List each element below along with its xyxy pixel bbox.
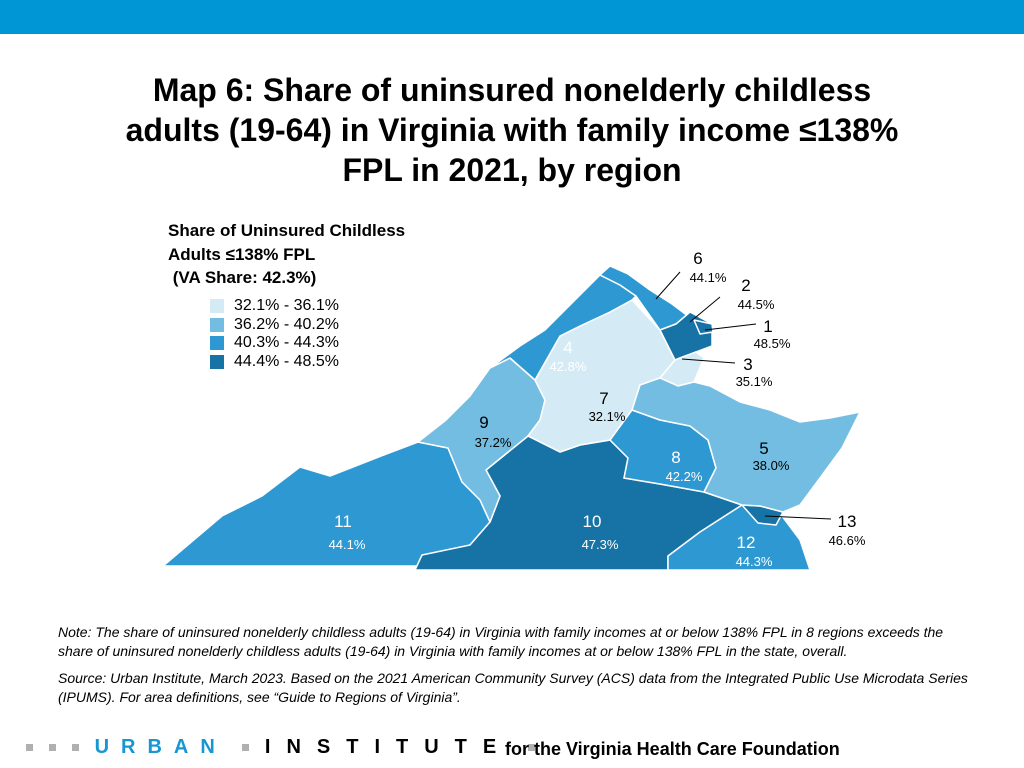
region-label-2-value: 44.5% [738, 297, 775, 312]
leader-line-2 [689, 296, 721, 323]
region-label-13-id: 13 [838, 512, 857, 531]
region-label-5-id: 5 [759, 439, 768, 458]
region-label-11-value: 44.1% [329, 537, 366, 552]
leader-line-1 [704, 323, 757, 331]
legend-title: Share of Uninsured Childless Adults ≤138… [168, 219, 468, 290]
region-label-1-id: 1 [763, 317, 772, 336]
virginia-region-map: 6 44.1% 2 44.5% 1 48.5% 3 35.1% 4 42.8% … [162, 249, 866, 571]
leader-line-3 [681, 358, 736, 364]
legend-label: 44.4% - 48.5% [234, 352, 339, 370]
logo-dot-icon [49, 744, 56, 752]
legend-title-line: (VA Share: 42.3%) [168, 268, 317, 287]
logo-word-urban: URBAN [94, 736, 227, 758]
region-label-2-id: 2 [741, 276, 750, 295]
logo-dot-icon [72, 744, 79, 752]
region-label-11-id: 11 [334, 512, 352, 531]
top-accent-bar [0, 0, 1024, 34]
legend-label: 36.2% - 40.2% [234, 315, 339, 333]
footer: URBAN INSTITUTE for the Virginia Health … [0, 734, 1024, 764]
leader-line-6 [655, 271, 681, 300]
region-label-5-value: 38.0% [753, 458, 790, 473]
region-label-10-value: 47.3% [582, 537, 619, 552]
region-label-4-id: 4 [563, 338, 572, 357]
region-label-10-id: 10 [583, 512, 602, 531]
region-label-3-id: 3 [743, 355, 752, 374]
urban-institute-logo: URBAN INSTITUTE [18, 736, 543, 759]
region-5-shape [631, 377, 861, 513]
region-label-9-id: 9 [479, 413, 488, 432]
region-label-3-value: 35.1% [736, 374, 773, 389]
logo-dot-icon [242, 744, 250, 752]
region-label-12-id: 12 [737, 533, 756, 552]
notes-section: Note: The share of uninsured nonelderly … [58, 623, 968, 715]
region-label-8-value: 42.2% [666, 469, 703, 484]
region-label-6-value: 44.1% [690, 270, 727, 285]
region-label-1-value: 48.5% [754, 336, 791, 351]
footer-credit: for the Virginia Health Care Foundation [505, 739, 840, 759]
legend-title-line: Adults ≤138% FPL [168, 244, 316, 264]
legend-swatch [210, 354, 224, 369]
region-label-6-id: 6 [693, 249, 702, 268]
logo-dot-icon [527, 744, 535, 752]
region-label-8-id: 8 [671, 448, 680, 467]
page-title: Map 6: Share of uninsured nonelderly chi… [125, 72, 899, 188]
region-label-7-value: 32.1% [589, 409, 626, 424]
region-label-13-value: 46.6% [829, 533, 866, 548]
region-label-4-value: 42.8% [550, 359, 587, 374]
region-11-shape [162, 441, 491, 567]
region-label-7-id: 7 [599, 389, 608, 408]
legend-swatch [210, 336, 224, 350]
note-text: Note: The share of uninsured nonelderly … [58, 624, 944, 659]
region-label-12-value: 44.3% [736, 554, 773, 569]
legend-title-line: Share of Uninsured Childless [168, 221, 406, 240]
legend-swatch [210, 299, 224, 313]
leader-line-13 [764, 515, 832, 520]
logo-word-institute: INSTITUTE [264, 736, 513, 758]
region-1-shape [693, 319, 714, 335]
legend-swatch [210, 317, 224, 332]
region-4-shape [489, 274, 637, 381]
source-text: Source: Urban Institute, March 2023. Bas… [58, 670, 968, 705]
legend-label: 40.3% - 44.3% [234, 334, 339, 351]
region-label-9-value: 37.2% [475, 435, 512, 450]
logo-dot-icon [26, 744, 33, 752]
legend-label: 32.1% - 36.1% [234, 297, 339, 314]
